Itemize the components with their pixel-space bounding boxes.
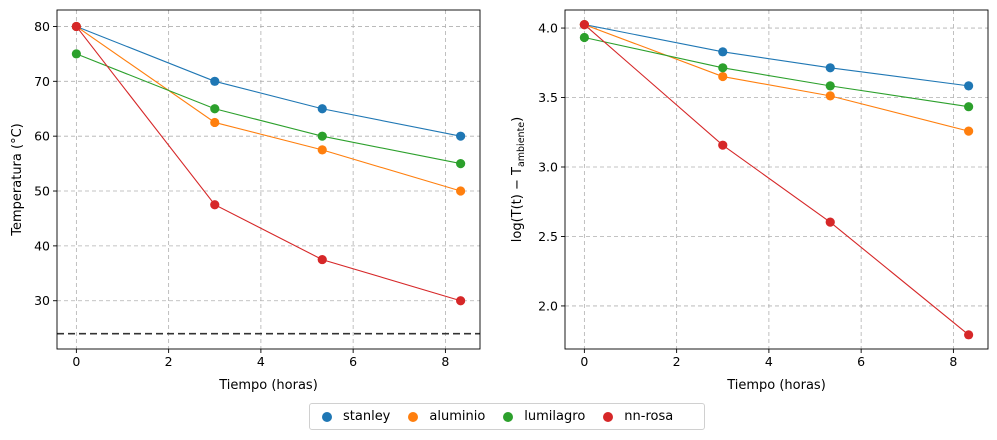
y-tick-label: 30 bbox=[34, 293, 50, 308]
data-point-lumilagro bbox=[964, 102, 974, 112]
y-tick-label: 40 bbox=[34, 238, 50, 253]
y-tick-label: 80 bbox=[34, 19, 50, 34]
y-tick-label: 50 bbox=[34, 184, 50, 199]
data-point-nn-rosa bbox=[210, 200, 220, 210]
data-point-lumilagro bbox=[825, 81, 835, 91]
y-tick-label: 2.5 bbox=[538, 229, 558, 244]
x-tick-label: 4 bbox=[765, 354, 773, 369]
data-point-nn-rosa bbox=[964, 330, 974, 340]
y-tick-label: 2.0 bbox=[538, 298, 558, 313]
data-point-lumilagro bbox=[317, 131, 327, 141]
x-tick-label: 6 bbox=[349, 354, 357, 369]
legend-item-nn-rosa: nn-rosa bbox=[603, 409, 673, 424]
data-point-stanley bbox=[718, 47, 728, 57]
x-tick-label: 0 bbox=[580, 354, 588, 369]
series-line-stanley bbox=[76, 25, 461, 137]
legend-marker-aluminio bbox=[408, 411, 419, 422]
data-point-lumilagro bbox=[71, 49, 81, 59]
x-tick-label: 4 bbox=[257, 354, 265, 369]
data-point-lumilagro bbox=[210, 104, 220, 114]
data-point-stanley bbox=[964, 81, 974, 91]
series-line-aluminio bbox=[584, 24, 969, 132]
data-point-nn-rosa bbox=[579, 19, 589, 30]
data-point-aluminio bbox=[718, 71, 728, 82]
x-axis-label: Tiempo (horas) bbox=[218, 378, 318, 393]
data-point-nn-rosa bbox=[317, 254, 327, 265]
legend-marker-lumilagro bbox=[503, 411, 514, 422]
x-tick-label: 8 bbox=[441, 354, 449, 369]
legend-marker-nn-rosa bbox=[603, 411, 614, 422]
series-line-stanley bbox=[584, 24, 969, 87]
data-point-stanley bbox=[210, 76, 220, 86]
chart-panel-2: 0 2 4 6 8 2.0 2.5 3.0 3.5 4.0 Tiempo (horas) log(T(… bbox=[510, 9, 989, 393]
axes-frame bbox=[56, 9, 481, 350]
chart-panel-1: 0 2 4 6 8 30 40 50 60 70 80 Tiempo (horas) Temperatu… bbox=[10, 9, 481, 393]
x-tick-label: 2 bbox=[673, 354, 681, 369]
data-point-stanley bbox=[317, 104, 327, 114]
data-point-nn-rosa bbox=[825, 217, 835, 227]
series-line-lumilagro bbox=[76, 53, 461, 165]
data-point-nn-rosa bbox=[718, 140, 728, 150]
series-line-aluminio bbox=[76, 26, 461, 192]
data-point-lumilagro bbox=[579, 32, 589, 43]
y-axis-label: log(T(t) − Tambiente) bbox=[510, 117, 527, 242]
data-point-stanley bbox=[825, 63, 835, 73]
data-point-aluminio bbox=[210, 117, 220, 128]
data-point-nn-rosa bbox=[71, 21, 81, 32]
legend-item-lumilagro: lumilagro bbox=[503, 409, 585, 424]
data-point-aluminio bbox=[825, 91, 835, 101]
legend-label: nn-rosa bbox=[624, 409, 674, 424]
legend-label: aluminio bbox=[429, 409, 486, 424]
series-line-nn-rosa bbox=[584, 24, 969, 336]
legend: stanley aluminio lumilagro nn-rosa bbox=[309, 403, 705, 430]
x-tick-label: 6 bbox=[857, 354, 865, 369]
legend-item-aluminio: aluminio bbox=[408, 409, 485, 424]
data-point-stanley bbox=[456, 131, 466, 141]
y-tick-label: 3.5 bbox=[538, 90, 558, 105]
y-tick-label: 60 bbox=[34, 129, 50, 144]
data-point-nn-rosa bbox=[456, 296, 466, 306]
series-line-lumilagro bbox=[584, 36, 969, 108]
data-point-aluminio bbox=[964, 126, 974, 136]
data-point-aluminio bbox=[456, 186, 466, 196]
axes-frame bbox=[564, 9, 989, 350]
x-tick-label: 0 bbox=[72, 354, 80, 369]
x-axis-label: Tiempo (horas) bbox=[726, 378, 826, 393]
y-axis-label: Temperatura (°C) bbox=[10, 123, 25, 236]
series-line-nn-rosa bbox=[75, 26, 461, 302]
legend-label: lumilagro bbox=[524, 409, 586, 424]
legend-label: stanley bbox=[343, 409, 391, 424]
data-point-lumilagro bbox=[456, 158, 466, 169]
x-tick-label: 8 bbox=[949, 354, 957, 369]
y-tick-label: 70 bbox=[34, 74, 50, 89]
y-tick-label: 3.0 bbox=[538, 159, 558, 174]
legend-marker-stanley bbox=[322, 411, 332, 422]
data-point-lumilagro bbox=[718, 63, 728, 73]
x-tick-label: 2 bbox=[165, 354, 173, 369]
data-point-aluminio bbox=[317, 145, 327, 155]
y-tick-label: 4.0 bbox=[538, 21, 558, 36]
legend-item-stanley: stanley bbox=[322, 409, 390, 424]
